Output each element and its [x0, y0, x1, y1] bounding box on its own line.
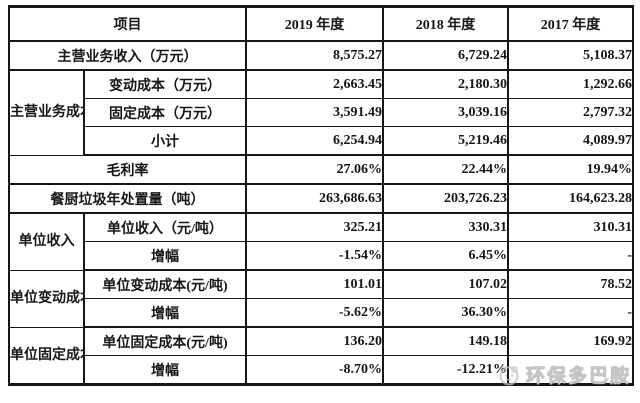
row-label-cell: 增幅: [83, 355, 247, 385]
column-header-item: 项目: [8, 6, 247, 42]
value-cell: 22.44%: [382, 154, 509, 185]
value-cell: 3,591.49: [245, 98, 384, 127]
value-cell: 2,797.32: [507, 98, 634, 127]
table-row: 主营业务收入（万元） 8,575.27 6,729.24 5,108.37: [8, 40, 634, 71]
row-label-cell: 毛利率: [8, 154, 247, 185]
row-label-cell: 小计: [83, 126, 247, 156]
value-cell: 27.06%: [245, 154, 384, 185]
row-group-label: 单位变动成本: [8, 269, 85, 328]
row-label-cell: 增幅: [83, 241, 247, 271]
value-cell: 149.18: [382, 326, 509, 356]
value-cell: 1,292.66: [507, 69, 634, 99]
value-cell: -5.62%: [245, 298, 384, 328]
value-cell: 101.01: [245, 269, 384, 299]
header-row: 项目 2019 年度 2018 年度 2017 年度: [8, 6, 634, 42]
value-cell: 6,729.24: [382, 40, 509, 71]
row-group-label: 主营业务成本: [8, 69, 85, 156]
table-row: 毛利率 27.06% 22.44% 19.94%: [8, 154, 634, 185]
table-row: 单位变动成本 单位变动成本(元/吨) 101.01 107.02 78.52: [8, 269, 634, 328]
table-row: 小计 6,254.94 5,219.46 4,089.97: [9, 126, 634, 156]
value-cell: 3,039.16: [382, 98, 509, 127]
row-label-cell: 单位收入（元/吨）: [83, 212, 247, 242]
value-cell: 19.94%: [507, 154, 634, 185]
value-cell: 107.02: [382, 269, 509, 299]
table-row: 增幅 -1.54% 6.45% -: [9, 241, 634, 271]
table-row: 单位固定成本 单位固定成本(元/吨) 136.20 149.18 169.92: [8, 326, 634, 385]
table-row: 增幅 -8.70% -12.21%: [9, 355, 634, 385]
row-label-cell: 餐厨垃圾年处置量（吨）: [8, 183, 247, 214]
table-row: 单位收入 单位收入（元/吨） 325.21 330.31 310.31: [8, 212, 634, 271]
value-cell: -1.54%: [245, 241, 384, 271]
value-cell: -12.21%: [382, 355, 509, 385]
table-row: 餐厨垃圾年处置量（吨） 263,686.63 203,726.23 164,62…: [8, 183, 634, 214]
column-header-2017: 2017 年度: [507, 6, 634, 42]
value-cell: 263,686.63: [245, 183, 384, 214]
row-label-cell: 固定成本（万元）: [83, 98, 247, 127]
financial-table: 项目 2019 年度 2018 年度 2017 年度 主营业务收入（万元） 8,…: [8, 5, 634, 386]
table-row: 增幅 -5.62% 36.30% -: [9, 298, 634, 328]
value-cell: 310.31: [507, 212, 634, 242]
value-cell: 325.21: [245, 212, 384, 242]
row-label-cell: 变动成本（万元）: [83, 69, 247, 99]
row-group-label: 单位固定成本: [8, 326, 85, 385]
value-cell: 6,254.94: [245, 126, 384, 156]
value-cell: [507, 355, 634, 385]
value-cell: 136.20: [245, 326, 384, 356]
row-label-cell: 单位变动成本(元/吨): [83, 269, 247, 299]
value-cell: -8.70%: [245, 355, 384, 385]
value-cell: 5,219.46: [382, 126, 509, 156]
column-header-2019: 2019 年度: [245, 6, 384, 42]
value-cell: 6.45%: [382, 241, 509, 271]
value-cell: 2,663.45: [245, 69, 384, 99]
table-row: 主营业务成本 变动成本（万元） 2,663.45 2,180.30 1,292.…: [8, 69, 634, 156]
row-group-label: 单位收入: [8, 212, 85, 271]
value-cell: 2,180.30: [382, 69, 509, 99]
value-cell: 330.31: [382, 212, 509, 242]
value-cell: 4,089.97: [507, 126, 634, 156]
value-cell: 5,108.37: [507, 40, 634, 71]
value-cell: 169.92: [507, 326, 634, 356]
value-cell: 164,623.28: [507, 183, 634, 214]
row-label-cell: 主营业务收入（万元）: [8, 40, 247, 71]
value-cell: 36.30%: [382, 298, 509, 328]
value-cell: 78.52: [507, 269, 634, 299]
table-row: 固定成本（万元） 3,591.49 3,039.16 2,797.32: [9, 98, 634, 127]
column-header-2018: 2018 年度: [382, 6, 509, 42]
row-label-cell: 单位固定成本(元/吨): [83, 326, 247, 356]
value-cell: 8,575.27: [245, 40, 384, 71]
value-cell: 203,726.23: [382, 183, 509, 214]
value-cell: -: [507, 298, 634, 328]
value-cell: -: [507, 241, 634, 271]
row-label-cell: 增幅: [83, 298, 247, 328]
